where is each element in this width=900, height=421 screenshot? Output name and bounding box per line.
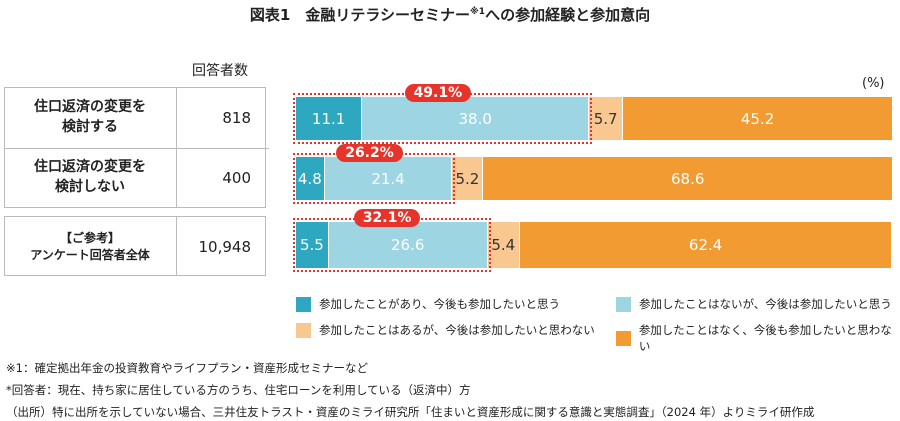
legend-item: 参加したことがあり、今後も参加したいと思う bbox=[296, 296, 560, 312]
row-label: 【ご参考】 アンケート回答者全体 bbox=[30, 230, 150, 262]
bar-segment: 5.7 bbox=[589, 97, 624, 140]
legend-swatch bbox=[616, 296, 631, 312]
footnote: *回答者：現在、持ち家に居住している方のうち、住宅ローンを利用している（返済中）… bbox=[6, 383, 471, 397]
footnote: （出所）特に出所を示していない場合、三井住友トラスト・資産のミライ研究所「住まい… bbox=[6, 405, 815, 419]
legend-item: 参加したことはないが、今後は参加したいと思う bbox=[616, 296, 892, 312]
row-count: 400 bbox=[176, 148, 269, 208]
bar-segment: 68.6 bbox=[483, 157, 893, 200]
highlight-label: 49.1% bbox=[404, 84, 472, 102]
legend-item: 参加したことはあるが、今後は参加したいと思わない bbox=[296, 322, 595, 338]
row-divider bbox=[4, 148, 269, 149]
bar-segment: 5.4 bbox=[487, 222, 520, 268]
bar-segment: 4.8 bbox=[296, 157, 325, 200]
chart-title: 図表1 金融リテラシーセミナー※1への参加経験と参加意向 bbox=[249, 6, 651, 24]
legend-item: 参加したことはなく、今後も参加したいと思わない bbox=[616, 322, 900, 354]
row-label: 住口返済の変更を 検討する bbox=[34, 99, 146, 135]
bar-segment: 45.2 bbox=[623, 97, 893, 140]
legend-label: 参加したことがあり、今後も参加したいと思う bbox=[319, 297, 561, 311]
highlight-label: 32.1% bbox=[353, 209, 421, 227]
table-box-reference bbox=[4, 216, 266, 276]
bar-segment: 38.0 bbox=[362, 97, 590, 140]
row-count: 818 bbox=[176, 88, 269, 148]
legend-label: 参加したことはなく、今後も参加したいと思わない bbox=[638, 323, 892, 353]
legend-label: 参加したことはないが、今後は参加したいと思う bbox=[639, 297, 892, 311]
row-label: 住口返済の変更を 検討しない bbox=[34, 159, 146, 195]
footnote: ※1：確定拠出年金の投資教育やライフプラン・資産形成セミナーなど bbox=[6, 361, 368, 375]
row-count: 10,948 bbox=[176, 217, 269, 276]
bar-segment: 26.6 bbox=[328, 222, 488, 268]
bar-segment: 62.4 bbox=[519, 222, 893, 268]
count-header: 回答者数 bbox=[192, 63, 248, 79]
bar-segment: 5.5 bbox=[296, 222, 329, 268]
unit-label: (%) bbox=[862, 76, 885, 91]
bar-segment: 21.4 bbox=[324, 157, 453, 200]
legend-swatch bbox=[296, 322, 311, 338]
legend-swatch bbox=[616, 330, 631, 346]
legend-swatch bbox=[296, 296, 311, 312]
bar-segment: 11.1 bbox=[296, 97, 363, 140]
table-box-main bbox=[4, 87, 266, 208]
bar-segment: 5.2 bbox=[452, 157, 484, 200]
legend-label: 参加したことはあるが、今後は参加したいと思わない bbox=[319, 323, 595, 337]
highlight-label: 26.2% bbox=[336, 144, 403, 162]
